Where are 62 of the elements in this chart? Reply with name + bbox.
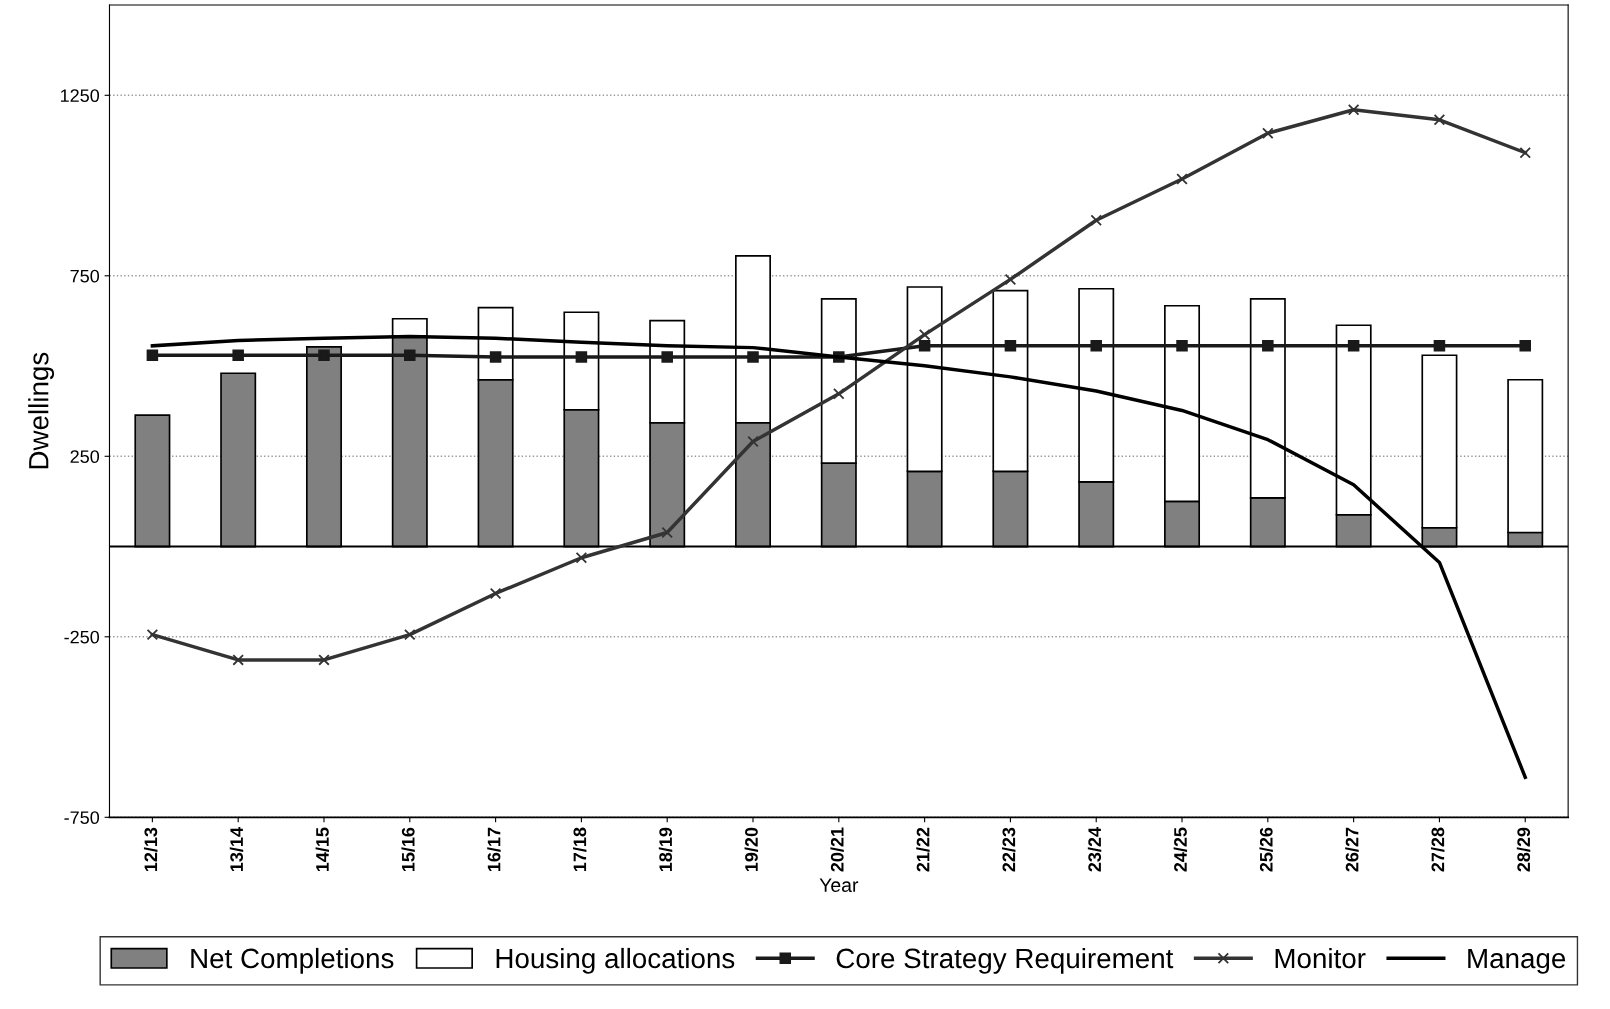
y-tick-label: 1250 bbox=[60, 89, 100, 103]
point bbox=[1090, 340, 1102, 352]
x-tick-label: 26/27 bbox=[1345, 827, 1359, 872]
point bbox=[1004, 340, 1017, 352]
y-tick-label: -250 bbox=[64, 630, 100, 644]
point bbox=[318, 654, 330, 666]
x-tick-label: 21/22 bbox=[916, 827, 930, 872]
legend-label: Manage bbox=[1468, 948, 1566, 974]
point bbox=[1433, 340, 1446, 352]
point bbox=[1433, 114, 1446, 126]
y-tick-label: -750 bbox=[64, 811, 100, 825]
x-tick-label: 14/15 bbox=[315, 827, 330, 872]
y-tick-label: 750 bbox=[70, 269, 100, 283]
x-tick-label: 24/25 bbox=[1173, 827, 1188, 872]
point bbox=[1347, 103, 1360, 116]
y-tick-label: 250 bbox=[70, 450, 100, 464]
point bbox=[833, 388, 845, 400]
point bbox=[1262, 127, 1274, 139]
point bbox=[661, 351, 673, 363]
point bbox=[1176, 173, 1188, 185]
x-tick-label: 15/16 bbox=[401, 827, 415, 872]
point bbox=[1090, 214, 1102, 226]
legend-label: Monitor bbox=[1275, 947, 1366, 969]
x-tick-label: 18/19 bbox=[658, 827, 673, 872]
point bbox=[1004, 273, 1017, 286]
point bbox=[404, 628, 416, 641]
x-tick-label: 28/29 bbox=[1516, 827, 1531, 872]
point bbox=[318, 349, 330, 361]
x-tick-label: 12/13 bbox=[143, 827, 158, 872]
point bbox=[146, 628, 159, 641]
point bbox=[661, 526, 673, 539]
legend-label: Core Strategy Requirement bbox=[836, 947, 1174, 974]
legend-label: Net Completions bbox=[191, 947, 394, 974]
point bbox=[404, 349, 416, 361]
x-tick-label: 23/24 bbox=[1087, 827, 1102, 872]
point bbox=[1519, 146, 1532, 159]
point bbox=[1347, 340, 1360, 352]
y-axis-title: Dwellings bbox=[28, 352, 55, 469]
point bbox=[918, 328, 931, 341]
point bbox=[575, 551, 588, 564]
x-tick-label: 22/23 bbox=[1002, 827, 1016, 872]
legend-label: Housing allocations bbox=[496, 947, 735, 974]
point bbox=[1519, 340, 1532, 352]
point bbox=[1262, 340, 1274, 352]
x-tick-label: 20/21 bbox=[830, 827, 844, 872]
point bbox=[1176, 340, 1188, 352]
x-tick-label: 25/26 bbox=[1259, 827, 1273, 872]
point bbox=[747, 351, 759, 363]
x-tick-label: 19/20 bbox=[744, 827, 759, 872]
x-tick-label: 27/28 bbox=[1431, 827, 1445, 872]
x-tick-label: 13/14 bbox=[229, 827, 244, 872]
x-axis-title: Year bbox=[819, 878, 859, 893]
point bbox=[232, 349, 244, 361]
point bbox=[575, 351, 588, 363]
point bbox=[232, 654, 244, 666]
point bbox=[918, 340, 931, 352]
point bbox=[146, 349, 159, 361]
point bbox=[747, 435, 759, 448]
x-tick-label: 17/18 bbox=[572, 827, 587, 872]
point bbox=[489, 351, 502, 363]
x-tick-label: 16/17 bbox=[487, 827, 501, 872]
point bbox=[489, 587, 502, 600]
